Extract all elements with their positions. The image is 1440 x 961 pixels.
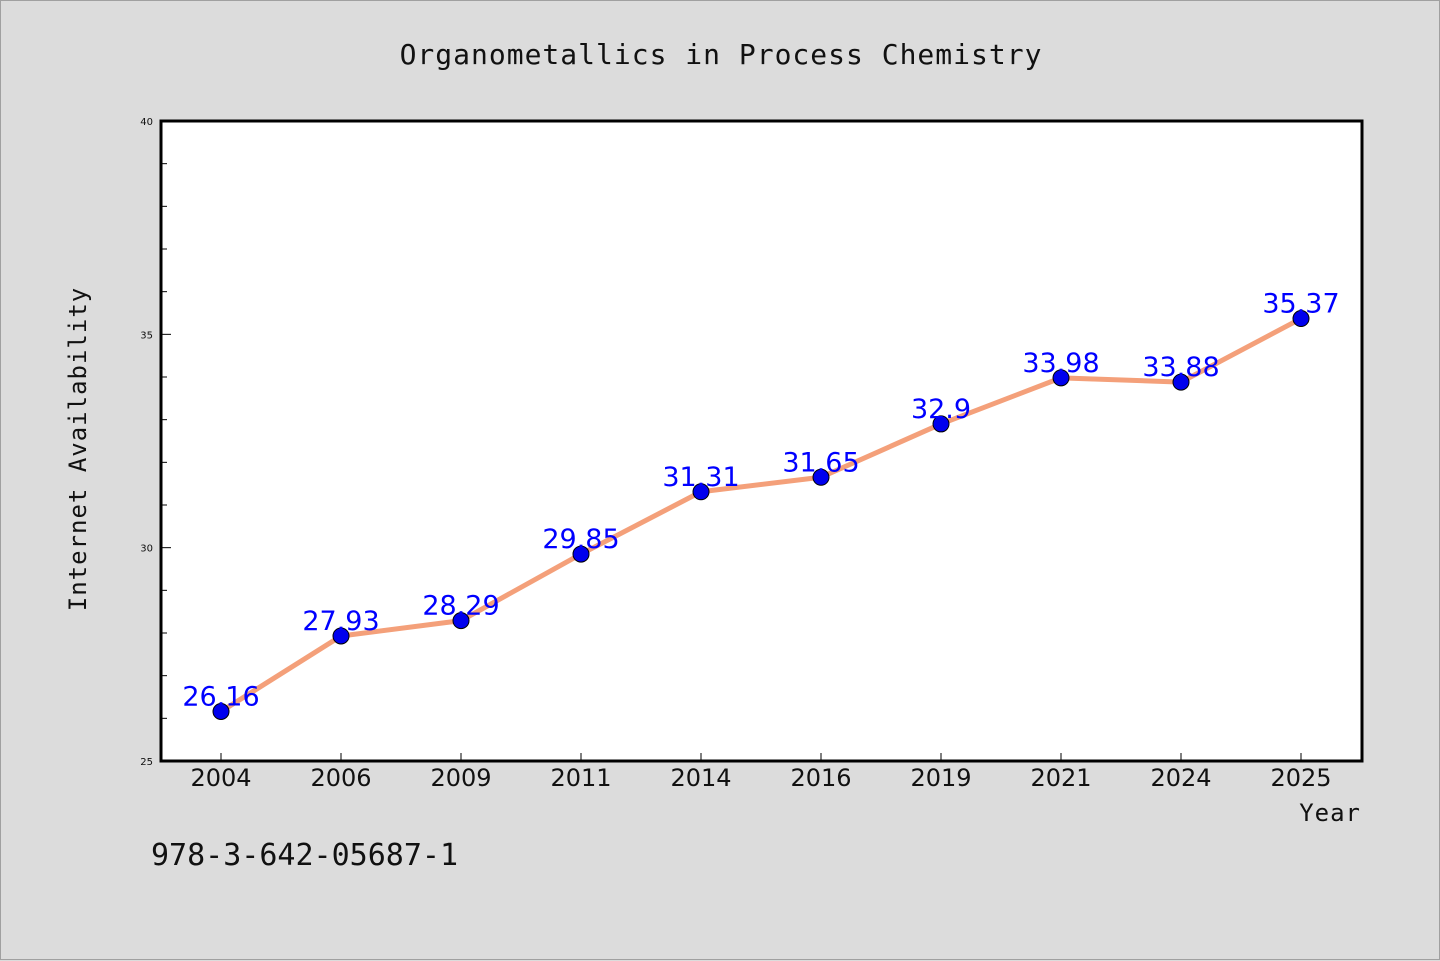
series-layer: 26.16 27.93 28.29 29.85 31.31 31.65 32.9 33.98 3… <box>182 289 1340 721</box>
data-label: 33.98 <box>1022 348 1099 379</box>
data-point <box>812 468 830 486</box>
x-tick-label: 2009 <box>430 764 491 792</box>
x-tick-label: 2011 <box>550 764 611 792</box>
data-label: 32.9 <box>911 394 971 425</box>
series-line <box>218 316 1304 715</box>
y-tick-label: 25 <box>140 757 153 768</box>
data-label: 35.37 <box>1262 289 1339 320</box>
data-label: 29.85 <box>542 524 619 555</box>
data-label: 33.88 <box>1142 352 1219 383</box>
data-label: 31.65 <box>782 447 859 478</box>
data-label: 27.93 <box>302 606 379 637</box>
footer-code: 978-3-642-05687-1 <box>151 838 458 873</box>
data-point <box>212 703 230 721</box>
data-point <box>1172 373 1190 391</box>
x-tick-label: 2025 <box>1270 764 1331 792</box>
data-point <box>332 627 350 645</box>
data-point <box>1292 310 1310 328</box>
y-tick-label: 40 <box>140 117 153 128</box>
y-axis-ticks: 25 30 35 40 <box>140 117 171 768</box>
plot-area <box>159 119 1364 763</box>
data-point <box>572 545 590 563</box>
y-axis-title: Internet Availability <box>64 287 92 611</box>
x-axis-ticks: 2004 2006 2009 2011 2014 2016 2019 2021 2024 2025 <box>190 753 1332 792</box>
data-label: 26.16 <box>182 682 259 713</box>
data-point <box>932 415 950 433</box>
y-tick-label: 35 <box>140 330 153 341</box>
x-tick-label: 2006 <box>310 764 371 792</box>
y-tick-label: 30 <box>140 544 153 555</box>
x-tick-label: 2021 <box>1030 764 1091 792</box>
data-label: 28.29 <box>422 591 499 622</box>
x-tick-label: 2019 <box>910 764 971 792</box>
chart-title: Organometallics in Process Chemistry <box>400 38 1043 71</box>
x-tick-label: 2004 <box>190 764 251 792</box>
data-point <box>692 483 710 501</box>
data-point <box>1052 369 1070 387</box>
data-point <box>452 612 470 630</box>
x-tick-label: 2024 <box>1150 764 1211 792</box>
x-tick-label: 2014 <box>670 764 731 792</box>
data-label: 31.31 <box>662 462 739 493</box>
x-axis-title: Year <box>1299 799 1361 827</box>
x-tick-label: 2016 <box>790 764 851 792</box>
